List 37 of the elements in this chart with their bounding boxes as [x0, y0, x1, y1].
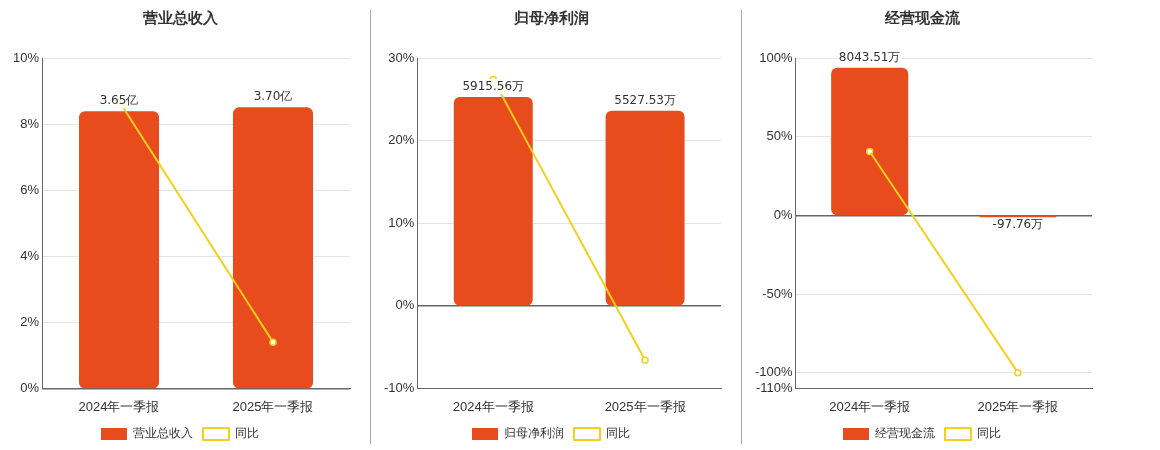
y-tick-label: -110%: [755, 379, 794, 395]
y-tick-label: 50%: [766, 128, 794, 144]
x-tick-label: 2024年一季报: [452, 398, 534, 414]
legend-label: 归母净利润: [504, 426, 564, 441]
x-tick-label: 2025年一季报: [604, 398, 686, 414]
y-tick-label: 8%: [20, 115, 40, 131]
y-tick-label: 20%: [388, 132, 415, 148]
y-tick-label: 100%: [759, 49, 794, 65]
y-tick-label: 10%: [12, 49, 40, 65]
y-tick-label: 30%: [388, 49, 415, 65]
x-tick-label: 2025年一季报: [977, 398, 1059, 414]
legend-label: 经营现金流: [875, 426, 935, 441]
y-tick-label: 0%: [20, 379, 40, 395]
data-label: 3.70亿: [253, 89, 293, 104]
y-tick-label: 0%: [395, 297, 415, 313]
x-tick-label: 2025年一季报: [232, 398, 314, 414]
legend-label: 营业总收入: [133, 426, 193, 441]
legend-label: 同比: [606, 426, 630, 441]
data-label: -97.76万: [992, 217, 1044, 232]
y-tick-label: -50%: [762, 285, 794, 301]
y-tick-label: 4%: [20, 247, 40, 263]
y-tick-label: 6%: [20, 181, 40, 197]
y-tick-label: 0%: [773, 206, 794, 222]
y-tick-label: -100%: [755, 364, 794, 380]
chart-title: 营业总收入: [141, 8, 219, 27]
data-label: 8043.51万: [838, 49, 901, 64]
data-label: 5527.53万: [614, 92, 676, 107]
legend-label: 同比: [235, 426, 259, 441]
x-tick-label: 2024年一季报: [829, 398, 911, 414]
y-tick-label: 2%: [20, 313, 40, 329]
chart-title: 经营现金流: [883, 8, 961, 27]
chart-title: 归母净利润: [512, 8, 589, 27]
x-tick-label: 2024年一季报: [78, 398, 160, 414]
y-tick-label: -10%: [383, 379, 415, 395]
legend-label: 同比: [977, 426, 1001, 441]
data-label: 5915.56万: [462, 79, 525, 94]
y-tick-label: 10%: [388, 214, 415, 230]
